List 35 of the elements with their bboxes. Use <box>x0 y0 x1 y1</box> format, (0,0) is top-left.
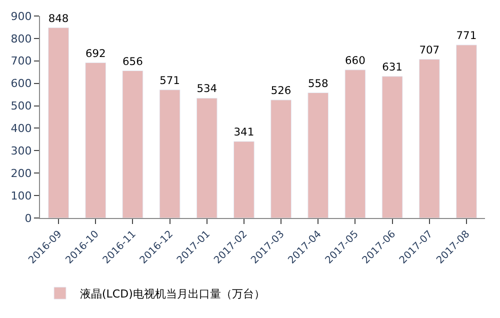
data-label: 571 <box>160 74 180 87</box>
y-tick-label: 500 <box>10 100 32 113</box>
data-label: 660 <box>345 54 366 67</box>
data-label: 534 <box>196 82 218 96</box>
bar <box>234 141 254 218</box>
data-label: 341 <box>234 126 254 139</box>
bar <box>456 44 477 218</box>
data-label: 631 <box>382 60 402 74</box>
bar <box>122 70 144 218</box>
bar <box>196 98 218 218</box>
bar <box>308 92 329 218</box>
y-tick-label: 0 <box>24 212 32 225</box>
data-label: 692 <box>85 46 106 60</box>
y-tick-label: 100 <box>10 189 32 202</box>
y-tick-label: 200 <box>10 166 32 180</box>
data-label: 771 <box>456 29 477 42</box>
bar <box>159 90 180 218</box>
bar <box>85 62 106 218</box>
y-tick-label: 600 <box>10 77 32 90</box>
data-label: 707 <box>419 43 440 56</box>
data-label: 558 <box>308 76 329 90</box>
y-tick-label: 800 <box>10 32 32 46</box>
data-label: 848 <box>48 12 69 25</box>
bar <box>48 27 69 218</box>
legend-label: 液晶(LCD)电视机当月出口量（万台） <box>80 287 265 300</box>
y-tick-label: 700 <box>10 54 32 68</box>
bar <box>270 100 292 218</box>
data-label: 526 <box>270 84 292 98</box>
y-tick-label: 400 <box>10 122 32 136</box>
y-tick-label: 900 <box>10 10 32 23</box>
data-label: 656 <box>122 54 144 68</box>
y-tick-label: 300 <box>10 144 32 158</box>
bar <box>344 70 366 218</box>
bar <box>382 76 403 218</box>
bar <box>418 59 440 218</box>
